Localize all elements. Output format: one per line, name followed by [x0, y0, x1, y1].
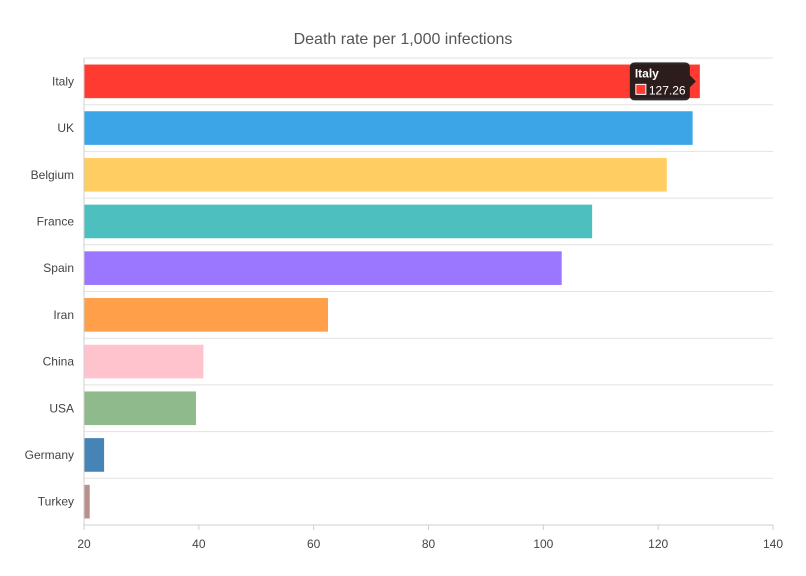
category-label: Belgium	[31, 168, 74, 182]
category-label: Germany	[25, 448, 74, 462]
tooltip-value: 127.26	[649, 83, 686, 97]
category-label: France	[37, 214, 75, 228]
category-label: Italy	[52, 74, 74, 88]
bar-turkey[interactable]	[84, 484, 90, 519]
category-label: Turkey	[38, 495, 74, 509]
x-tick-label: 80	[422, 537, 436, 551]
x-tick-label: 60	[307, 537, 321, 551]
x-tick-label: 120	[648, 537, 668, 551]
bar-spain[interactable]	[84, 251, 562, 285]
category-label: Iran	[53, 308, 74, 322]
x-tick-label: 40	[192, 537, 206, 551]
category-label: USA	[49, 401, 74, 415]
bar-italy[interactable]	[84, 64, 700, 99]
bar-usa[interactable]	[84, 391, 196, 426]
bar-iran[interactable]	[84, 298, 329, 332]
x-tick-label: 140	[763, 537, 783, 551]
x-tick-label: 20	[77, 537, 91, 551]
category-label: China	[43, 355, 75, 369]
bar-belgium[interactable]	[84, 157, 667, 192]
tooltip-title: Italy	[635, 66, 659, 80]
bar-uk[interactable]	[84, 111, 693, 145]
tooltip: Italy 127.26	[629, 62, 696, 101]
category-label: Spain	[43, 261, 74, 275]
bar-france[interactable]	[84, 204, 593, 239]
x-tick-label: 100	[533, 537, 553, 551]
bar-germany[interactable]	[84, 438, 105, 472]
bar-china[interactable]	[84, 344, 204, 379]
tooltip-swatch	[635, 83, 647, 95]
chart-title: Death rate per 1,000 infections	[294, 31, 513, 48]
category-label: UK	[57, 121, 74, 135]
